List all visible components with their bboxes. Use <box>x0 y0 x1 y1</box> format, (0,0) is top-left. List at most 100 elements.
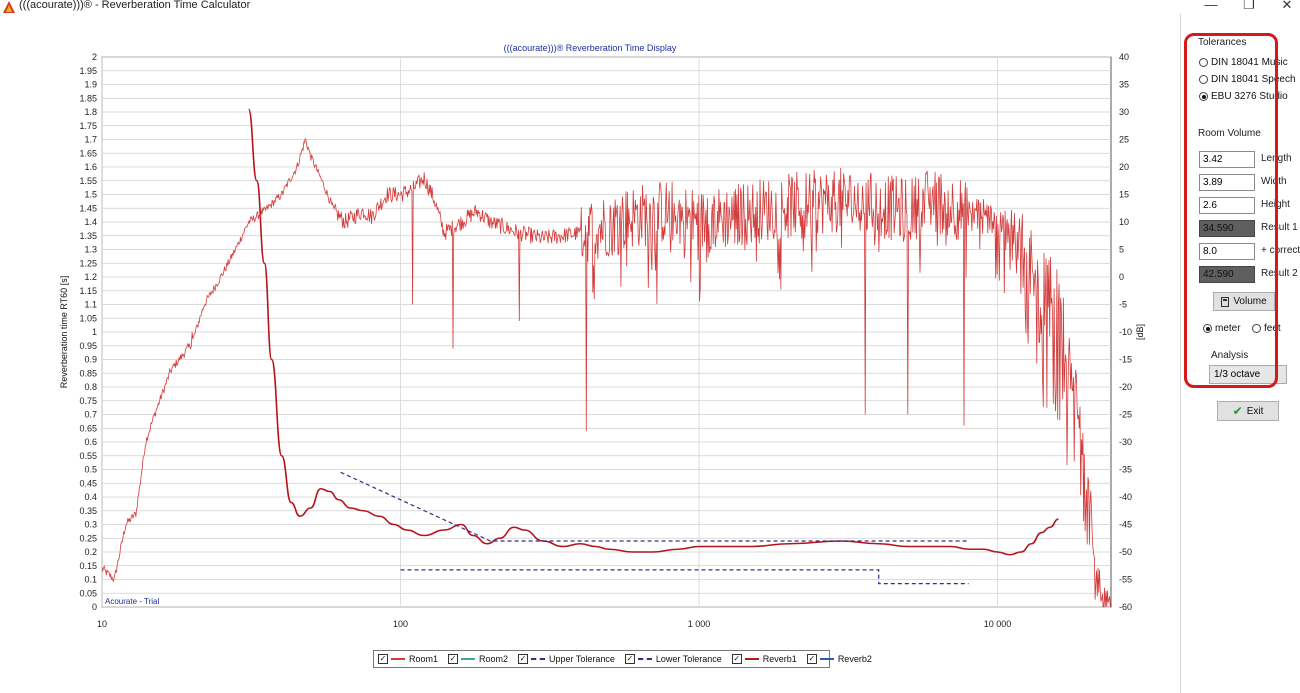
legend-label: Reverb2 <box>837 654 872 664</box>
tolerances-label: Tolerances <box>1198 37 1247 48</box>
legend-checkbox[interactable]: ✓ <box>518 654 529 664</box>
x-tick-label: 1 000 <box>688 619 711 629</box>
y2-tick-label: 15 <box>1119 190 1129 200</box>
y2-tick-label: -40 <box>1119 492 1132 502</box>
analysis-select[interactable]: 1/3 octave <box>1209 365 1287 384</box>
legend-checkbox[interactable]: ✓ <box>378 654 388 664</box>
y2-tick-label: -50 <box>1119 547 1132 557</box>
y-tick-label: 0.95 <box>79 341 97 351</box>
legend-swatch <box>819 658 834 660</box>
radio-ebu-studio[interactable]: EBU 3276 Studio <box>1199 91 1288 102</box>
y-tick-label: 0.15 <box>79 561 97 571</box>
y-tick-label: 0 <box>92 602 97 612</box>
y-tick-label: 0.05 <box>79 588 97 598</box>
radio-label: EBU 3276 Studio <box>1211 91 1288 102</box>
y-tick-label: 1.5 <box>84 190 97 200</box>
restore-button[interactable]: ❐ <box>1243 0 1255 12</box>
width-label: Width <box>1261 176 1287 187</box>
legend-item-room1[interactable]: ✓ Room1 <box>378 654 438 664</box>
radio-dot <box>1252 324 1261 333</box>
legend-checkbox[interactable]: ✓ <box>806 654 817 664</box>
y2-tick-label: -55 <box>1119 575 1132 585</box>
result2-label: Result 2 <box>1261 268 1298 279</box>
acourate-logo-icon <box>3 1 15 13</box>
y-tick-label: 1.1 <box>84 300 97 310</box>
legend-label: Upper Tolerance <box>549 654 615 664</box>
y-tick-label: 1.45 <box>79 203 97 213</box>
y-tick-label: 1.15 <box>79 286 97 296</box>
y2-tick-label: -30 <box>1119 437 1132 447</box>
title-bar: (((acourate)))® - Reverberation Time Cal… <box>0 0 1300 14</box>
highlight-annotation-box <box>1184 33 1278 388</box>
y-tick-label: 1.4 <box>84 217 97 227</box>
y-tick-label: 0.65 <box>79 423 97 433</box>
y-tick-label: 0.35 <box>79 506 97 516</box>
y-tick-label: 0.85 <box>79 368 97 378</box>
close-button[interactable]: ✕ <box>1281 0 1293 12</box>
reverberation-chart: 0 0.05 0.1 0.15 0.2 0.25 0.3 0.35 0.4 0.45 0.5 0.55… <box>59 43 1145 629</box>
legend-item-reverb1[interactable]: ✓ Reverb1 <box>731 654 797 664</box>
radio-label: meter <box>1215 323 1241 334</box>
y2-tick-label: 10 <box>1119 217 1129 227</box>
result1-label: Result 1 <box>1261 222 1298 233</box>
radio-din-music[interactable]: DIN 18041 Music <box>1199 57 1288 68</box>
y-tick-label: 1.85 <box>79 93 97 103</box>
minimize-button[interactable]: — <box>1204 0 1218 12</box>
y2-tick-label: -45 <box>1119 520 1132 530</box>
volume-button-label: Volume <box>1233 296 1267 307</box>
legend-item-reverb2[interactable]: ✓ Reverb2 <box>806 654 872 664</box>
trial-watermark: Acourate - Trial <box>105 597 159 606</box>
radio-dot <box>1199 58 1208 67</box>
y2-tick-label: 35 <box>1119 80 1129 90</box>
series-layer <box>101 108 1111 608</box>
correction-field[interactable]: 8.0 <box>1199 243 1255 260</box>
y2-tick-label: 40 <box>1119 52 1129 62</box>
checkmark-icon: ✔ <box>1232 404 1243 418</box>
room-volume-label: Room Volume <box>1198 128 1261 139</box>
legend-label: Reverb1 <box>762 654 797 664</box>
calculator-icon <box>1221 296 1230 307</box>
chart-legend: ✓ Room1 ✓ Room2 ✓ Upper Tolerance ✓ Lower Toler… <box>373 650 872 668</box>
legend-item-room2[interactable]: ✓ Room2 <box>448 654 508 664</box>
legend-label: Room2 <box>479 654 509 664</box>
axis-ticks: 0 0.05 0.1 0.15 0.2 0.25 0.3 0.35 0.4 0.45 0.5 0.55… <box>79 52 1132 629</box>
series-reverb1-line <box>247 108 1059 556</box>
legend-swatch <box>637 658 652 660</box>
radio-meter[interactable]: meter <box>1203 323 1241 334</box>
y-tick-label: 1.2 <box>84 272 97 282</box>
series-upper-tolerance-line <box>340 471 969 542</box>
y-tick-label: 1.05 <box>79 313 97 323</box>
y2-tick-label: 5 <box>1119 245 1124 255</box>
radio-din-speech[interactable]: DIN 18041 Speech <box>1199 74 1296 85</box>
legend-label: Lower Tolerance <box>655 654 722 664</box>
y-tick-label: 0.6 <box>84 437 97 447</box>
legend-item-lower-tolerance[interactable]: ✓ Lower Tolerance <box>624 654 722 664</box>
y-tick-label: 0.25 <box>79 533 97 543</box>
legend-item-upper-tolerance[interactable]: ✓ Upper Tolerance <box>518 654 615 664</box>
series-lower-tolerance-line <box>400 569 969 585</box>
length-field[interactable]: 3.42 <box>1199 151 1255 168</box>
x-tick-label: 100 <box>393 619 408 629</box>
y2-tick-label: -35 <box>1119 465 1132 475</box>
y-tick-label: 1 <box>92 327 97 337</box>
y-tick-label: 0.45 <box>79 478 97 488</box>
y2-tick-label: 20 <box>1119 162 1129 172</box>
correction-label: + correct <box>1261 245 1300 256</box>
legend-checkbox[interactable]: ✓ <box>624 654 635 664</box>
volume-button[interactable]: Volume <box>1213 292 1275 311</box>
width-field[interactable]: 3.89 <box>1199 174 1255 191</box>
legend-label: Room1 <box>409 654 439 664</box>
exit-button[interactable]: ✔ Exit <box>1217 401 1279 421</box>
y-tick-label: 1.9 <box>84 80 97 90</box>
y-axis-label: Reverberation time RT60 [s] <box>59 276 69 388</box>
y-tick-label: 1.95 <box>79 66 97 76</box>
radio-label: DIN 18041 Music <box>1211 57 1288 68</box>
radio-feet[interactable]: feet <box>1252 323 1281 334</box>
y-tick-label: 0.7 <box>84 410 97 420</box>
x-tick-label: 10 <box>97 619 107 629</box>
height-field[interactable]: 2.6 <box>1199 197 1255 214</box>
y-tick-label: 0.5 <box>84 465 97 475</box>
radio-dot <box>1199 92 1208 101</box>
legend-checkbox[interactable]: ✓ <box>731 654 742 664</box>
legend-checkbox[interactable]: ✓ <box>448 654 459 664</box>
